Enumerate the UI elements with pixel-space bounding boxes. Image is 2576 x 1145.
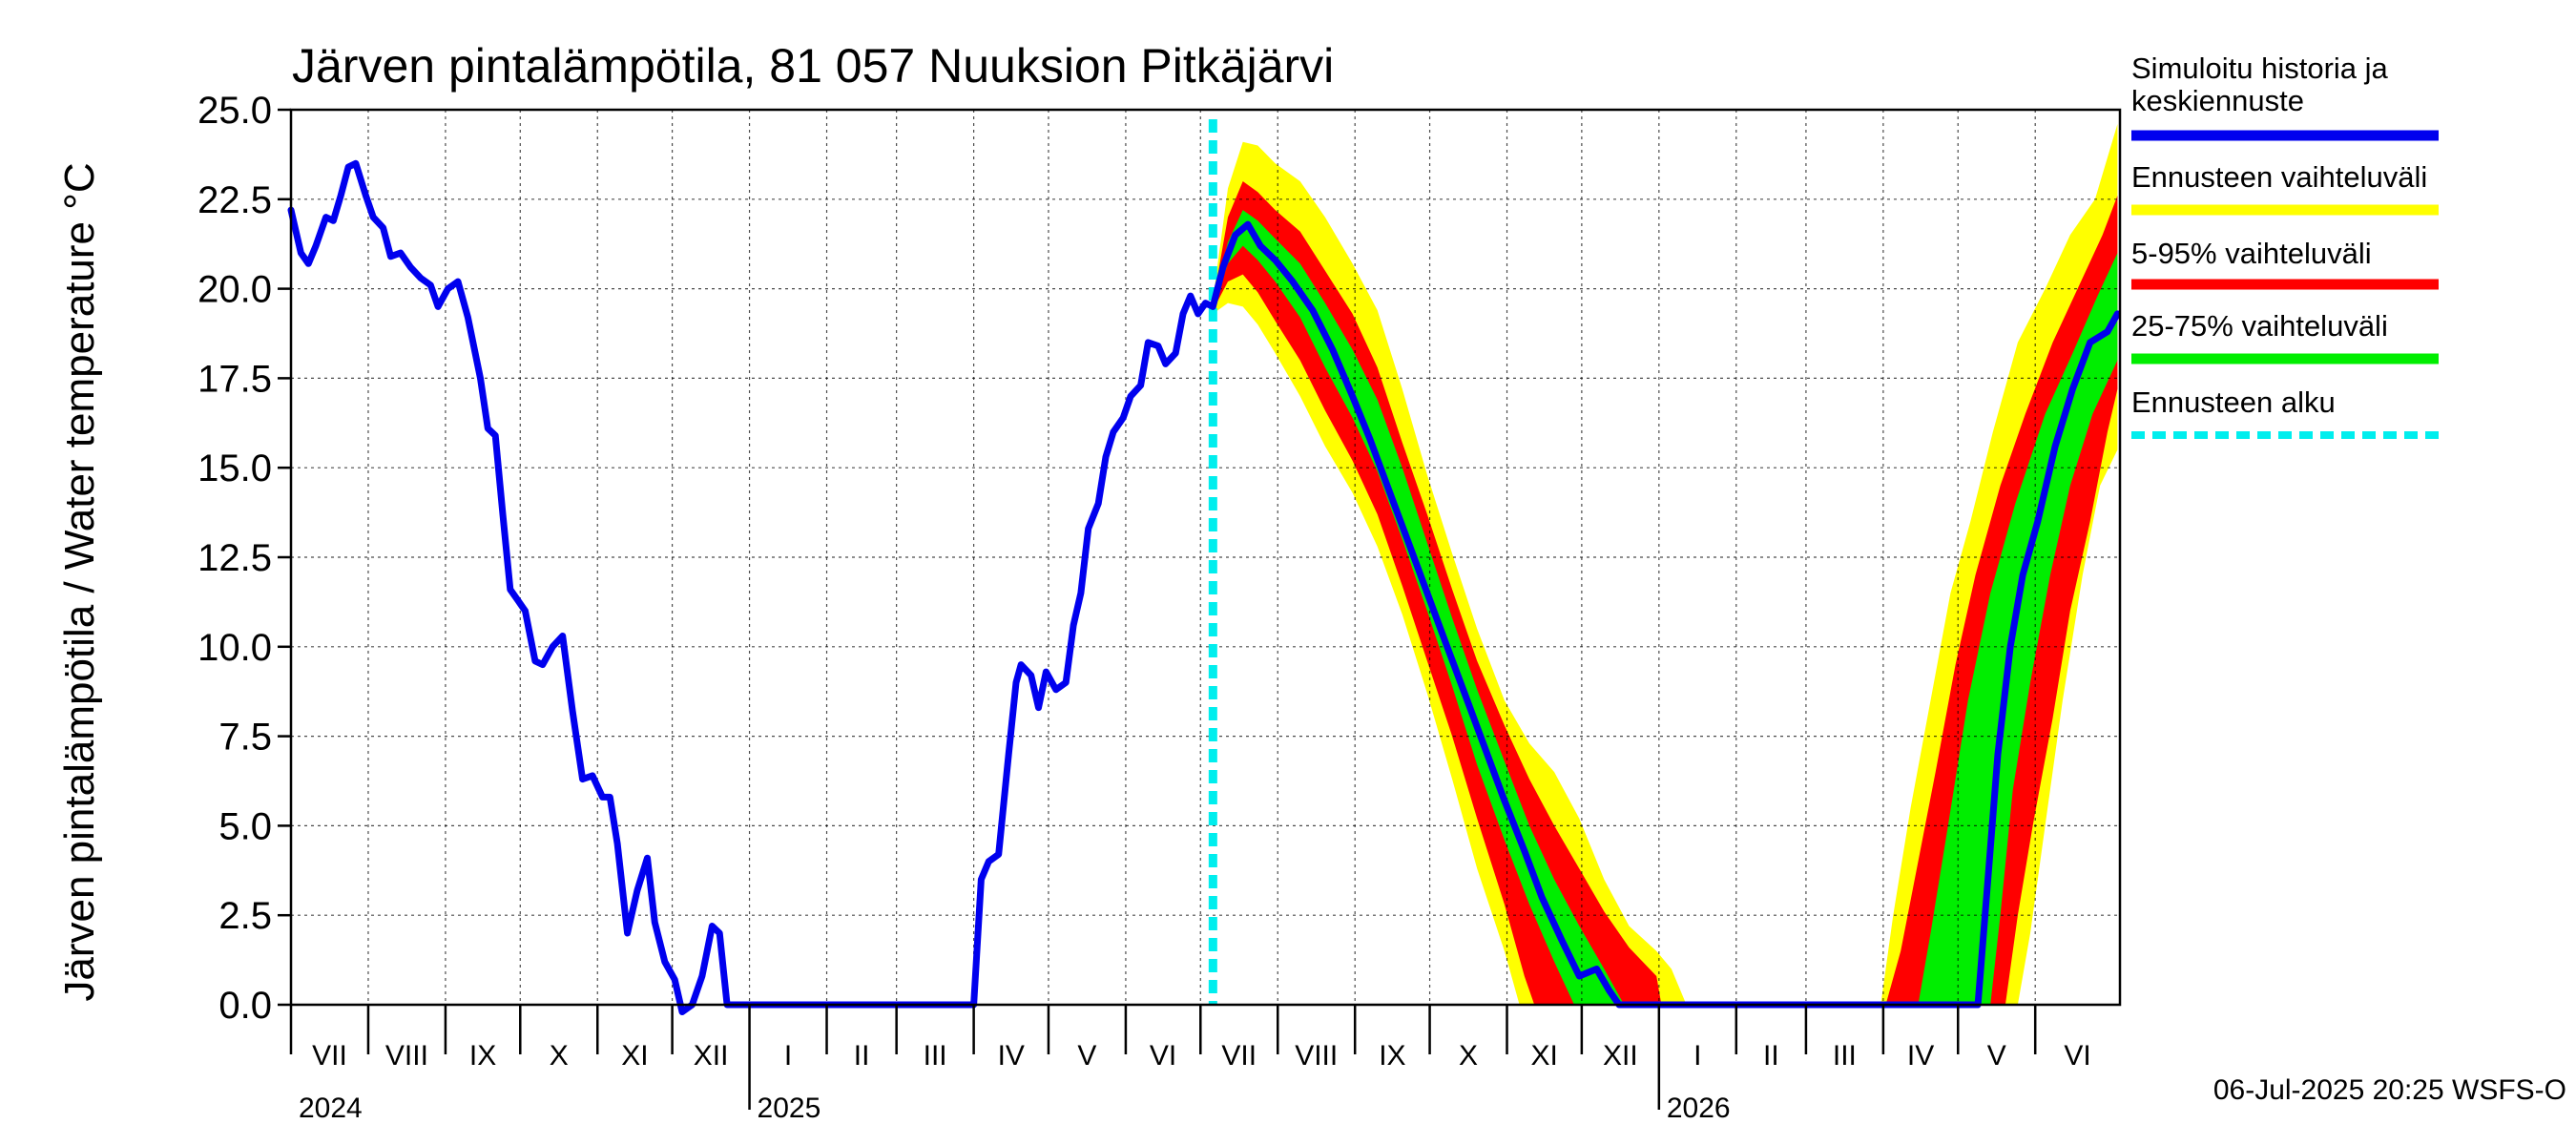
month-label: IX [1379, 1040, 1405, 1072]
year-label: 2026 [1667, 1093, 1731, 1124]
legend-label: 5-95% vaihteluväli [2131, 237, 2372, 270]
grid [291, 110, 2120, 1005]
month-label: VI [1150, 1040, 1176, 1072]
chart-title: Järven pintalämpötila, 81 057 Nuuksion P… [292, 39, 1334, 93]
month-label: VII [1221, 1040, 1257, 1072]
year-label: 2024 [299, 1093, 363, 1124]
timestamp-footer: 06-Jul-2025 20:25 WSFS-O [2213, 1074, 2566, 1106]
month-label: IV [998, 1040, 1025, 1072]
month-label: IX [469, 1040, 496, 1072]
axes: 0.0 2.5 5.0 7.5 10.0 12.5 15.0 17.5 20.0 22.5 25.0… [197, 90, 2122, 1124]
series-lines [287, 119, 2121, 1015]
month-label: II [1763, 1040, 1779, 1072]
legend-label: keskiennuste [2131, 84, 2304, 117]
month-label: XI [621, 1040, 648, 1072]
y-tick-label: 25.0 [197, 90, 272, 132]
month-label: V [1077, 1040, 1096, 1072]
y-tick-label: 17.5 [197, 358, 272, 400]
legend-label: Ennusteen vaihteluväli [2131, 160, 2427, 194]
legend-label: 25-75% vaihteluväli [2131, 309, 2388, 343]
y-tick-label: 2.5 [218, 895, 272, 937]
month-label: II [854, 1040, 870, 1072]
median-history-line [287, 159, 2121, 1015]
month-label: VIII [1295, 1040, 1338, 1072]
y-tick-label: 12.5 [197, 537, 272, 579]
band-5-95-vaihteluv-li [1213, 181, 2118, 1005]
legend-label: Ennusteen alku [2131, 385, 2336, 419]
band-ennusteen-vaihteluv-li [1213, 124, 2118, 1005]
legend-label: Simuloitu historia ja [2131, 52, 2389, 85]
month-label: VIII [385, 1040, 428, 1072]
month-label: IV [1907, 1040, 1934, 1072]
y-tick-label: 15.0 [197, 448, 272, 489]
month-label: XII [694, 1040, 729, 1072]
band-25-75-vaihteluv-li [1213, 210, 2118, 1006]
month-label: V [1987, 1040, 2006, 1072]
month-label: X [1459, 1040, 1478, 1072]
month-label: X [550, 1040, 569, 1072]
y-tick-label: 20.0 [197, 269, 272, 311]
y-tick-label: 0.0 [218, 985, 272, 1027]
month-label: XII [1603, 1040, 1638, 1072]
y-tick-label: 10.0 [197, 627, 272, 669]
year-label: 2025 [758, 1093, 821, 1124]
forecast-bands [1213, 124, 2118, 1006]
y-tick-label: 7.5 [218, 717, 272, 759]
month-label: VI [2064, 1040, 2090, 1072]
y-tick-label: 22.5 [197, 179, 272, 221]
month-label: XI [1531, 1040, 1558, 1072]
month-label: VII [312, 1040, 347, 1072]
y-tick-label: 5.0 [218, 805, 272, 847]
month-label: III [1833, 1040, 1857, 1072]
y-axis-label: Järven pintalämpötila / Water temperatur… [56, 162, 103, 1001]
month-label: I [1693, 1040, 1701, 1072]
month-label: III [924, 1040, 947, 1072]
month-label: I [784, 1040, 792, 1072]
